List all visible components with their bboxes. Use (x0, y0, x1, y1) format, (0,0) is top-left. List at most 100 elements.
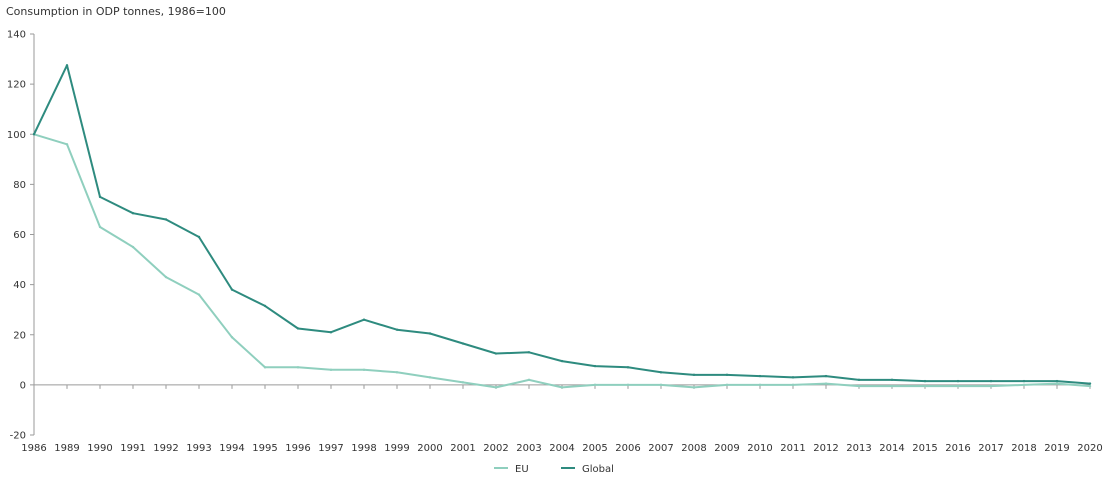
x-tick-label: 1999 (384, 443, 409, 454)
data-point-eu (296, 366, 300, 369)
series-line-eu (33, 133, 1091, 389)
data-point-eu (1055, 382, 1059, 385)
data-point-global (989, 379, 993, 383)
data-point-global (593, 364, 597, 368)
legend-label-global: Global (582, 464, 614, 475)
x-tick-label: 1986 (21, 443, 46, 454)
data-point-eu (593, 383, 597, 387)
data-point-global (32, 133, 36, 136)
x-tick-label: 1995 (252, 443, 277, 454)
data-point-eu (989, 384, 993, 388)
data-point-global (131, 211, 135, 215)
y-tick-label: 20 (13, 330, 26, 341)
x-tick-label: 2006 (615, 443, 640, 454)
data-point-global (296, 327, 300, 330)
data-point-eu (362, 368, 366, 372)
data-point-eu (461, 381, 465, 384)
data-point-eu (758, 383, 762, 387)
data-point-global (164, 218, 168, 221)
x-tick-label: 2012 (813, 443, 838, 454)
data-point-eu (131, 245, 135, 249)
data-point-global (98, 195, 102, 199)
legend: EU Global (494, 464, 614, 475)
x-tick-label: 2009 (714, 443, 739, 454)
data-point-global (494, 352, 498, 355)
data-point-global (956, 379, 960, 383)
series-layer (32, 64, 1092, 389)
data-point-eu (923, 384, 927, 388)
y-axis: -20 0 20 40 60 80 100 120 140 (7, 30, 35, 442)
x-tick-label: 2001 (450, 443, 475, 454)
data-point-global (758, 374, 762, 378)
x-tick-label: 2015 (912, 443, 937, 454)
data-point-global (1022, 379, 1026, 383)
data-point-global (923, 379, 927, 383)
y-tick-label: 100 (7, 130, 26, 141)
y-axis-title: Consumption in ODP tonnes, 1986=100 (6, 5, 226, 18)
data-point-global (626, 366, 630, 369)
y-tick-label: 60 (13, 230, 26, 241)
data-point-eu (857, 384, 861, 388)
data-point-global (65, 64, 69, 67)
x-tick-label: 2020 (1077, 443, 1102, 454)
data-point-eu (329, 368, 333, 372)
data-point-global (329, 331, 333, 334)
x-tick-label: 1997 (318, 443, 343, 454)
data-point-global (824, 374, 828, 378)
data-point-global (395, 328, 399, 331)
data-point-eu (527, 378, 531, 382)
data-point-eu (824, 382, 828, 385)
data-point-eu (791, 383, 795, 387)
x-tick-label: 1989 (54, 443, 79, 454)
y-tick-label: 40 (13, 280, 26, 291)
data-point-global (197, 235, 201, 239)
y-tick-label: 0 (20, 380, 26, 391)
x-tick-label: 1994 (219, 443, 244, 454)
data-point-global (527, 351, 531, 354)
data-point-global (659, 371, 663, 374)
data-point-global (1088, 382, 1092, 385)
data-point-global (857, 378, 861, 382)
data-point-eu (659, 383, 663, 387)
y-tick-label: 80 (13, 180, 26, 191)
x-tick-label: 2011 (780, 443, 805, 454)
x-tick-label: 2004 (549, 443, 574, 454)
data-point-eu (956, 384, 960, 388)
data-point-eu (626, 383, 630, 387)
x-tick-label: 1990 (87, 443, 112, 454)
data-point-global (263, 304, 267, 308)
x-tick-label: 1991 (120, 443, 145, 454)
data-point-eu (230, 336, 234, 339)
data-point-global (725, 373, 729, 377)
data-point-eu (692, 386, 696, 389)
x-tick-label: 1992 (153, 443, 178, 454)
data-point-global (560, 359, 564, 363)
x-tick-label: 2017 (978, 443, 1003, 454)
data-point-global (890, 378, 894, 382)
x-tick-label: 2016 (945, 443, 970, 454)
data-point-global (461, 342, 465, 345)
x-tick-label: 2007 (648, 443, 673, 454)
y-tick-label: 140 (7, 30, 26, 41)
x-tick-label: 1996 (285, 443, 310, 454)
x-tick-label: 2013 (846, 443, 871, 454)
x-tick-label: 2000 (417, 443, 442, 454)
x-tick-label: 2010 (747, 443, 772, 454)
x-tick-label: 2003 (516, 443, 541, 454)
data-point-eu (263, 366, 267, 369)
legend-label-eu: EU (515, 464, 529, 475)
data-point-eu (164, 275, 168, 279)
data-point-eu (98, 225, 102, 229)
data-point-global (230, 288, 234, 291)
data-point-eu (428, 376, 432, 379)
y-tick-label: 120 (7, 80, 26, 91)
data-point-global (362, 318, 366, 321)
x-tick-label: 2008 (681, 443, 706, 454)
data-point-global (692, 373, 696, 377)
data-point-eu (890, 384, 894, 388)
data-point-eu (1022, 383, 1026, 387)
data-point-eu (197, 293, 201, 296)
series-line-global (33, 64, 1091, 385)
data-point-global (791, 376, 795, 379)
